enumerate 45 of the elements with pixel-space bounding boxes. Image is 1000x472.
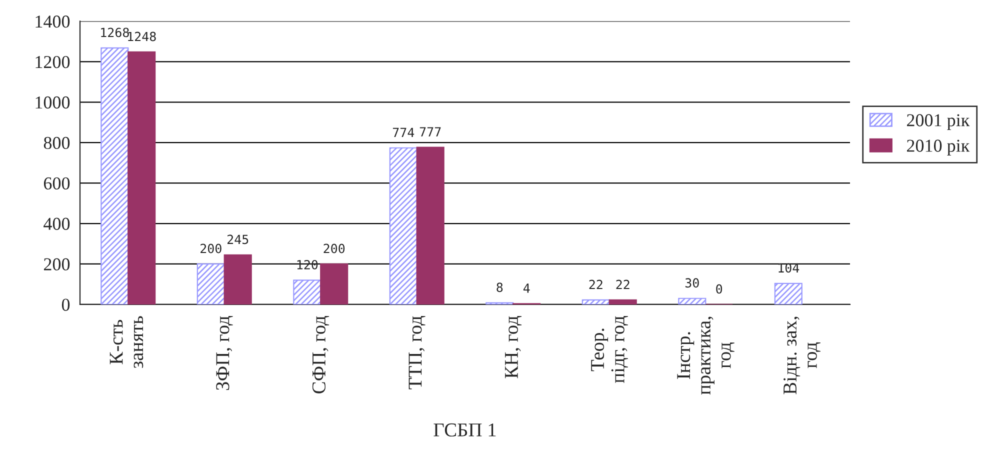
bar	[196, 263, 225, 304]
bar	[774, 282, 802, 304]
data-label: 22	[589, 280, 602, 290]
x-tick-label: К-сть занять	[110, 316, 144, 368]
y-tick-label: 200	[44, 258, 70, 270]
bar	[128, 51, 156, 304]
y-tick-label: 1200	[36, 56, 70, 68]
x-tick-label: КН, год	[505, 316, 522, 378]
data-label: 30	[685, 278, 699, 288]
data-label: 4	[523, 284, 530, 293]
y-tick-label: 600	[44, 177, 70, 190]
data-label: 22	[616, 280, 630, 290]
x-axis-title: ГСБП 1	[434, 423, 496, 436]
data-label: 104	[778, 263, 800, 273]
bar	[224, 254, 252, 304]
legend-label: 2001 рік	[907, 114, 970, 130]
bar	[320, 263, 348, 304]
legend-label: 2010 рік	[907, 140, 970, 156]
data-label: 0	[716, 284, 722, 294]
bar	[608, 299, 637, 304]
data-label: 777	[420, 127, 441, 136]
x-tick-label: СФП, год	[312, 316, 330, 394]
x-tick-label: Відн. зах, год	[784, 316, 820, 394]
data-label: 774	[392, 128, 414, 137]
data-label: 245	[227, 234, 248, 244]
y-tick-label: 400	[44, 218, 70, 230]
data-label: 8	[496, 282, 503, 292]
data-label: 1268	[101, 28, 129, 38]
x-tick-label: Інстр. практика, год	[677, 316, 734, 395]
bar	[582, 299, 610, 304]
bar	[100, 47, 129, 304]
y-tick-label: 800	[44, 136, 70, 150]
data-label: 1248	[128, 32, 156, 42]
y-tick-label: 1000	[36, 96, 70, 109]
y-tick-label: 1400	[36, 15, 70, 28]
bar	[678, 298, 706, 304]
x-tick-label: Теор. підг, год	[591, 316, 628, 383]
x-tick-label: ЗФП, год	[216, 316, 233, 390]
data-label: 200	[324, 244, 345, 254]
bar	[416, 146, 444, 304]
data-label: 200	[200, 244, 222, 254]
bar	[293, 280, 322, 304]
y-tick-label: 0	[62, 298, 70, 311]
x-tick-label: ТТП, год	[408, 316, 426, 390]
bar	[389, 147, 418, 304]
